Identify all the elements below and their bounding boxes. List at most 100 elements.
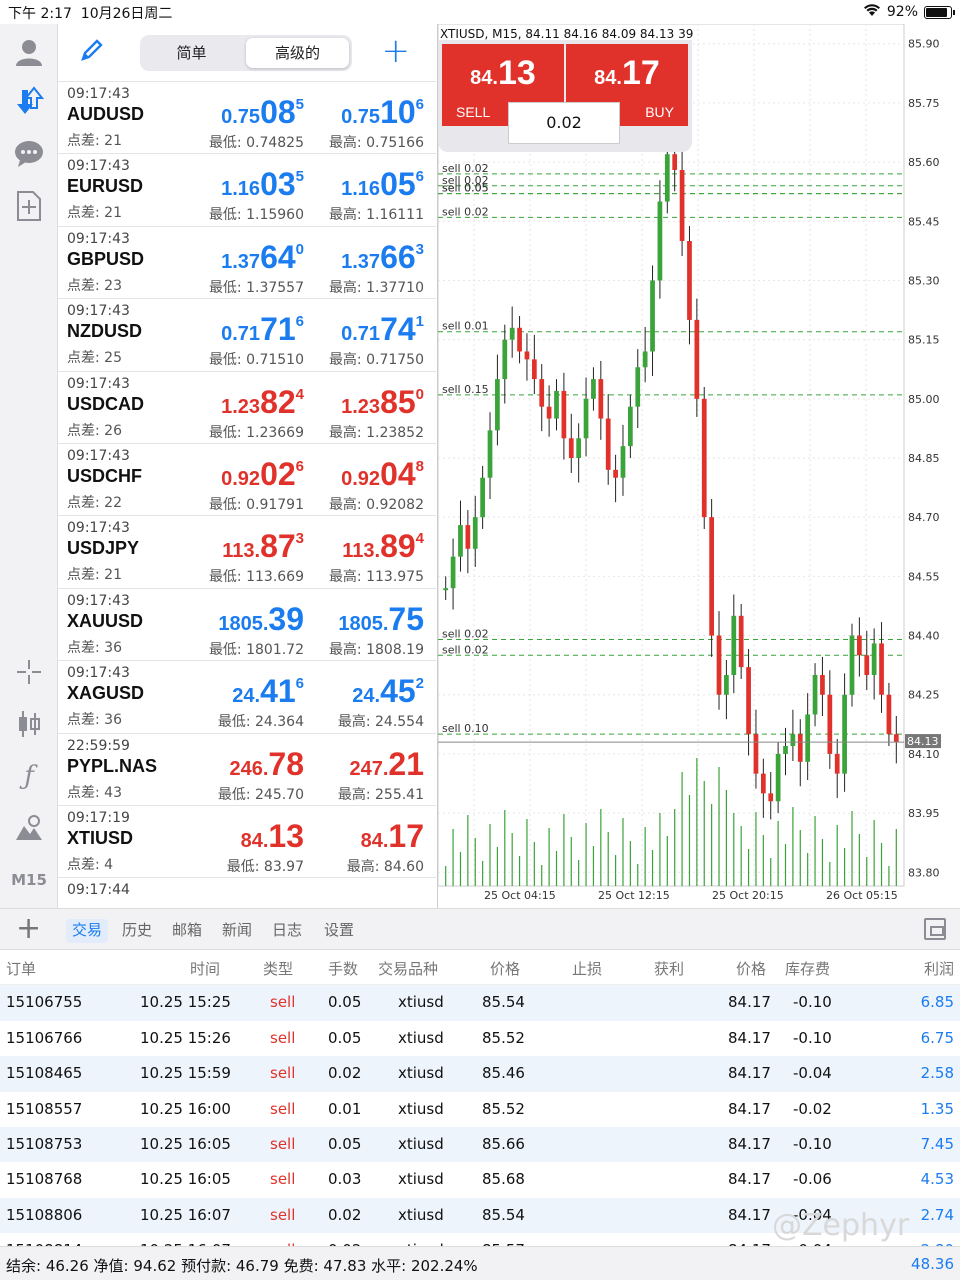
- bid-price[interactable]: 0.92026: [221, 456, 304, 493]
- bid-price[interactable]: 0.75085: [221, 94, 304, 131]
- quote-row[interactable]: 09:17:19 XTIUSD 点差: 4 84.13 84.17 最低: 83.97 最高…: [58, 806, 436, 879]
- crosshair-icon[interactable]: [9, 652, 49, 692]
- bid-price[interactable]: 113.873: [222, 528, 304, 565]
- order-row[interactable]: 15108814 10.25 16:07 sell 0.02 xtiusd 85.57 84…: [0, 1233, 960, 1246]
- order-price: 84.17: [728, 1064, 771, 1083]
- add-symbol-icon[interactable]: +: [381, 31, 411, 71]
- order-open-price: 85.46: [482, 1064, 525, 1083]
- bid-price-prefix: 0.75: [221, 106, 261, 128]
- order-profit: 6.75: [920, 1028, 954, 1047]
- y-tick-label: 85.15: [908, 334, 940, 347]
- header-stop-loss[interactable]: 止损: [572, 960, 603, 978]
- segment-advanced[interactable]: 高级的: [246, 38, 349, 68]
- ask-price[interactable]: 0.92048: [341, 456, 424, 493]
- ask-price[interactable]: 0.75106: [341, 94, 424, 131]
- ask-price[interactable]: 0.71741: [341, 311, 424, 348]
- quote-row[interactable]: 22:59:59 PYPL.NAS 点差: 43 246.78 247.21 最低: 24…: [58, 734, 436, 806]
- quote-low: 最低: 113.669: [208, 569, 304, 586]
- quote-row[interactable]: 09:17:43 GBPUSD 点差: 23 1.37640 1.37663 最低: 1.…: [58, 227, 436, 300]
- quote-row[interactable]: 09:17:43 USDCAD 点差: 26 1.23824 1.23850 最低: 1.…: [58, 372, 436, 444]
- status-bar: 下午 2:17 10月26日周二 92%: [0, 0, 960, 24]
- bid-price[interactable]: 1.23824: [221, 384, 304, 421]
- bid-price[interactable]: 246.78: [229, 746, 304, 783]
- tab-journal[interactable]: 日志: [272, 921, 303, 939]
- header-price[interactable]: 价格: [736, 960, 767, 978]
- ask-price[interactable]: 24.452: [352, 673, 424, 710]
- edit-icon[interactable]: [80, 38, 104, 68]
- bid-price[interactable]: 1.37640: [221, 239, 304, 276]
- ask-price[interactable]: 1.37663: [341, 239, 424, 276]
- order-row[interactable]: 15108753 10.25 16:05 sell 0.05 xtiusd 85.66 84…: [0, 1126, 960, 1163]
- header-lots[interactable]: 手数: [328, 960, 359, 978]
- chat-icon[interactable]: [9, 134, 49, 174]
- layout-icon[interactable]: [924, 918, 946, 940]
- header-order[interactable]: 订单: [6, 960, 37, 978]
- quote-high: 最高: 0.71750: [328, 352, 424, 369]
- tab-mailbox[interactable]: 邮箱: [172, 921, 203, 939]
- timeframe-button[interactable]: M15: [11, 871, 47, 889]
- order-price: 84.17: [728, 1205, 771, 1224]
- quote-low: 最低: 0.74825: [208, 135, 304, 151]
- header-time[interactable]: 时间: [190, 960, 221, 978]
- order-row[interactable]: 15106766 10.25 15:26 sell 0.05 xtiusd 85.52 84…: [0, 1021, 960, 1056]
- y-tick-label: 84.25: [908, 689, 940, 702]
- order-symbol: xtiusd: [398, 1241, 444, 1246]
- ask-price[interactable]: 1805.75: [338, 601, 424, 638]
- candle-body: [591, 379, 596, 399]
- bid-price[interactable]: 84.13: [241, 818, 304, 855]
- ask-price-pips: 45: [380, 673, 416, 710]
- header-type[interactable]: 类型: [263, 960, 294, 978]
- quote-row[interactable]: 09:17:43 USDJPY 点差: 21 113.873 113.894 最低: 11…: [58, 516, 436, 589]
- ask-price[interactable]: 1.16056: [341, 166, 424, 203]
- order-row[interactable]: 15108768 10.25 16:05 sell 0.03 xtiusd 85.68 84…: [0, 1162, 960, 1197]
- header-profit[interactable]: 利润: [923, 960, 954, 978]
- order-profit: 2.58: [920, 1064, 954, 1083]
- ask-price[interactable]: 247.21: [349, 746, 424, 783]
- price-chart[interactable]: 85.90 85.75 85.60 85.45 85.30 85.15 85.00 84.85…: [437, 24, 960, 908]
- bid-price[interactable]: 1.16035: [221, 166, 304, 203]
- quote-row[interactable]: 09:17:43 NZDUSD 点差: 25 0.71716 0.71741 最低: 0.…: [58, 299, 436, 372]
- tab-settings[interactable]: 设置: [324, 921, 355, 939]
- ask-price[interactable]: 113.894: [342, 528, 424, 565]
- quote-row[interactable]: 09:17:43 EURUSD 点差: 21 1.16035 1.16056 最低: 1.…: [58, 154, 436, 227]
- header-symbol[interactable]: 交易品种: [378, 960, 439, 978]
- header-open-price[interactable]: 价格: [490, 960, 521, 978]
- quote-high: 最高: 1.16111: [328, 207, 424, 224]
- candle-body: [657, 201, 663, 281]
- indicators-icon[interactable]: ƒ: [24, 761, 34, 791]
- buy-price-big: 17: [621, 54, 660, 92]
- account-icon[interactable]: [9, 32, 49, 72]
- candle-type-icon[interactable]: [9, 704, 49, 744]
- sell-button[interactable]: 84.13 SELL: [442, 44, 564, 126]
- header-take-profit[interactable]: 获利: [654, 960, 685, 978]
- order-row[interactable]: 15108557 10.25 16:00 sell 0.01 xtiusd 85.52 84…: [0, 1092, 960, 1127]
- ask-price-point: 0: [415, 385, 424, 403]
- segment-simple[interactable]: 简单: [176, 44, 207, 62]
- ask-price[interactable]: 84.17: [361, 818, 424, 855]
- order-id: 15106766: [6, 1028, 83, 1047]
- order-row[interactable]: 15108465 10.25 15:59 sell 0.02 xtiusd 85.46 84…: [0, 1056, 960, 1092]
- bid-price[interactable]: 24.416: [232, 673, 304, 710]
- bid-price[interactable]: 1805.39: [218, 601, 304, 638]
- volume-input[interactable]: 0.02: [508, 102, 620, 144]
- tab-trade[interactable]: 交易: [66, 919, 109, 943]
- quote-row[interactable]: 09:17:43 XAUUSD 点差: 36 1805.39 1805.75 最低: 18…: [58, 589, 436, 662]
- quote-row[interactable]: 09:17:44: [58, 878, 436, 908]
- quote-row[interactable]: 09:17:43 AUDUSD 点差: 21 0.75085 0.75106 最低: 0.…: [58, 82, 436, 155]
- quote-row[interactable]: 09:17:43 XAGUSD 点差: 36 24.416 24.452 最低: 24.3…: [58, 661, 436, 734]
- add-tab-icon[interactable]: +: [16, 911, 42, 946]
- order-row[interactable]: 15106755 10.25 15:25 sell 0.05 xtiusd 85.54 84…: [0, 985, 960, 1021]
- bid-price[interactable]: 0.71716: [221, 311, 304, 348]
- order-lots: 0.01: [328, 1099, 362, 1118]
- order-row[interactable]: 15108806 10.25 16:07 sell 0.02 xtiusd 85.54 84…: [0, 1197, 960, 1234]
- order-line-label: sell 0.01: [442, 320, 489, 333]
- tab-history[interactable]: 历史: [122, 921, 153, 939]
- order-price: 84.17: [728, 1241, 771, 1246]
- quote-row[interactable]: 09:17:43 USDCHF 点差: 22 0.92026 0.92048 最低: 0.…: [58, 444, 436, 517]
- quotes-icon[interactable]: [9, 82, 49, 122]
- header-swap[interactable]: 库存费: [785, 960, 831, 978]
- ask-price[interactable]: 1.23850: [341, 384, 424, 421]
- tab-news[interactable]: 新闻: [222, 921, 253, 939]
- new-order-icon[interactable]: [9, 186, 49, 226]
- objects-icon[interactable]: [9, 808, 49, 848]
